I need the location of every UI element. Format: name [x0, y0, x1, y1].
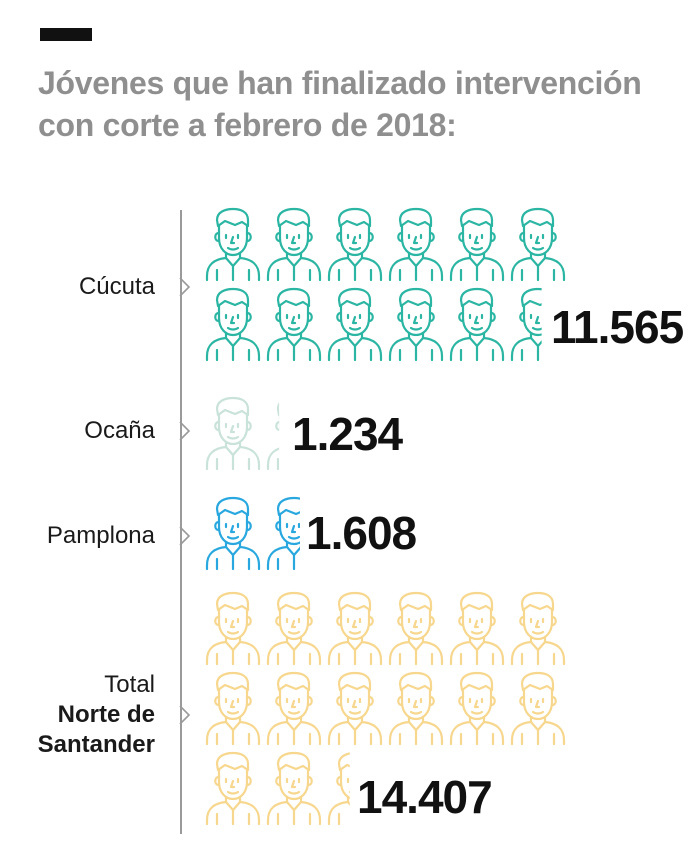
chevron-right-icon: [179, 277, 191, 297]
person-icon: [510, 591, 566, 666]
row-label-line-2: Norte de: [57, 701, 155, 728]
person-icon: [266, 287, 322, 362]
person-icon: [327, 671, 383, 746]
row-label-pamplona: Pamplona: [47, 521, 155, 551]
row-label-ocana: Ocaña: [84, 416, 155, 446]
person-icon: [510, 671, 566, 746]
row-label-line-3: Santander: [37, 731, 155, 758]
person-icon: [327, 287, 383, 362]
person-icon: [449, 591, 505, 666]
title-line-2: con corte a febrero de 2018:: [38, 107, 457, 143]
person-icon: [327, 591, 383, 666]
chevron-right-icon: [179, 421, 191, 441]
person-icon: [510, 207, 566, 282]
person-icon: [327, 207, 383, 282]
value-label-total: 14.407: [357, 771, 493, 823]
accent-bar: [40, 28, 92, 41]
person-icon: [205, 591, 261, 666]
person-icon: [205, 287, 261, 362]
person-icon: [266, 671, 322, 746]
person-icon: [205, 496, 261, 571]
person-icon: [205, 396, 261, 471]
title-line-1: Jóvenes que han finalizado intervención: [38, 65, 642, 101]
page-title: Jóvenes que han finalizado intervención …: [38, 62, 678, 146]
row-label-total: Total Norte de Santander: [38, 670, 155, 760]
person-icon: [327, 752, 350, 826]
row-label-cucuta: Cúcuta: [79, 272, 155, 302]
person-icon: [266, 207, 322, 282]
axis-line: [180, 210, 182, 834]
value-label-cucuta: 11.565: [551, 301, 684, 353]
row-label-text: Cúcuta: [78, 273, 155, 300]
person-icon: [449, 287, 505, 362]
person-icon: [388, 207, 444, 282]
row-label-text: Ocaña: [84, 417, 155, 444]
person-icon: [205, 207, 261, 282]
row-label-text: Pamplona: [46, 522, 155, 549]
person-icon: [205, 671, 261, 746]
person-icon: [510, 287, 542, 362]
chevron-right-icon: [179, 705, 191, 725]
value-label-ocana: 1.234: [292, 408, 403, 460]
person-icon: [388, 591, 444, 666]
person-icon: [266, 402, 280, 471]
person-icon: [205, 751, 261, 826]
person-icon: [449, 671, 505, 746]
person-icon: [266, 591, 322, 666]
person-icon: [388, 287, 444, 362]
person-icon: [388, 671, 444, 746]
person-icon: [266, 751, 322, 826]
value-label-pamplona: 1.608: [306, 507, 417, 559]
chevron-right-icon: [179, 526, 191, 546]
person-icon: [266, 496, 301, 571]
row-label-line-1: Total: [104, 671, 155, 698]
person-icon: [449, 207, 505, 282]
